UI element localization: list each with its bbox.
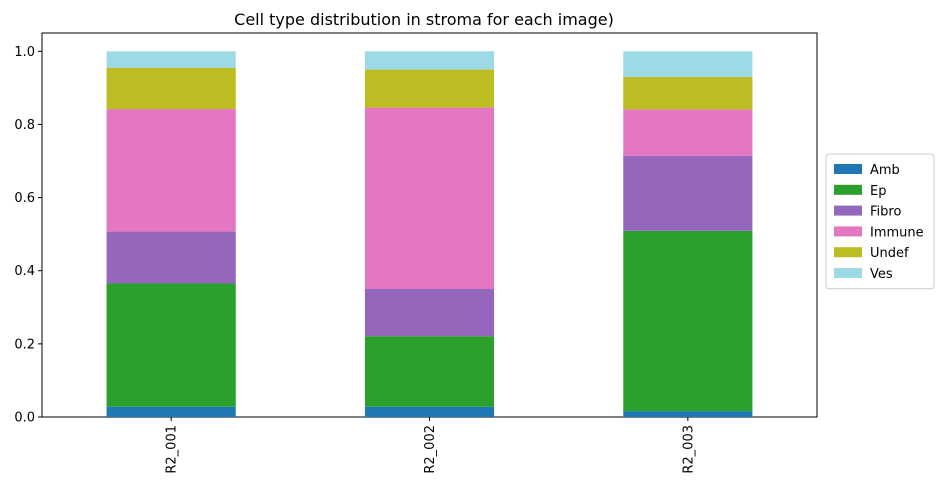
legend-swatch-ep — [834, 184, 862, 195]
bar-segment-undef-r2_001 — [106, 67, 236, 110]
legend-label-immune: Immune — [870, 225, 924, 240]
x-tick-label: R2_002 — [423, 425, 438, 474]
y-tick-label: 0.8 — [14, 118, 35, 133]
legend: Amb Ep Fibro Immune Undef Ves — [825, 153, 935, 290]
bar-segment-ves-r2_001 — [106, 51, 236, 68]
y-tick-label: 0.2 — [14, 337, 35, 352]
bar-segment-undef-r2_002 — [364, 69, 495, 108]
bar-segment-ves-r2_002 — [364, 51, 495, 70]
legend-label-ves: Ves — [870, 267, 893, 282]
bar-segment-ep-r2_001 — [106, 283, 236, 407]
y-tick-label: 1.0 — [14, 45, 35, 60]
bar-segment-undef-r2_003 — [623, 76, 753, 110]
bar-segment-fibro-r2_002 — [364, 289, 495, 337]
bar-segment-amb-r2_003 — [623, 411, 753, 417]
y-tick-label: 0.0 — [14, 411, 35, 426]
legend-label-ep: Ep — [870, 184, 886, 199]
bar-segment-fibro-r2_001 — [106, 231, 236, 284]
x-tick-label: R2_001 — [165, 425, 180, 474]
x-axis: R2_001 R2_002 R2_003 — [165, 417, 696, 474]
bar-segment-amb-r2_001 — [106, 406, 236, 417]
legend-label-amb: Amb — [870, 163, 900, 178]
y-tick-label: 0.4 — [14, 264, 35, 279]
x-tick-label: R2_003 — [681, 425, 696, 474]
bar-segment-ves-r2_003 — [623, 51, 753, 77]
bar-segment-ep-r2_003 — [623, 230, 753, 412]
bar-segment-immune-r2_001 — [106, 109, 236, 232]
bar-segment-ep-r2_002 — [364, 336, 495, 407]
legend-label-undef: Undef — [870, 246, 909, 261]
legend-swatch-ves — [834, 268, 862, 278]
bar-segment-immune-r2_003 — [623, 109, 753, 156]
legend-swatch-undef — [834, 247, 862, 258]
bar-segment-immune-r2_002 — [364, 107, 495, 289]
bar-segment-amb-r2_002 — [364, 406, 495, 417]
legend-swatch-fibro — [834, 205, 862, 216]
legend-label-fibro: Fibro — [870, 205, 901, 220]
legend-swatch-amb — [834, 164, 862, 174]
y-axis: 0.0 0.2 0.4 0.6 0.8 1.0 — [14, 45, 42, 426]
chart-title: Cell type distribution in stroma for eac… — [234, 10, 614, 29]
bar-segment-fibro-r2_003 — [623, 155, 753, 231]
y-tick-label: 0.6 — [14, 191, 35, 206]
legend-swatch-immune — [834, 226, 862, 237]
bars-group — [106, 51, 753, 417]
